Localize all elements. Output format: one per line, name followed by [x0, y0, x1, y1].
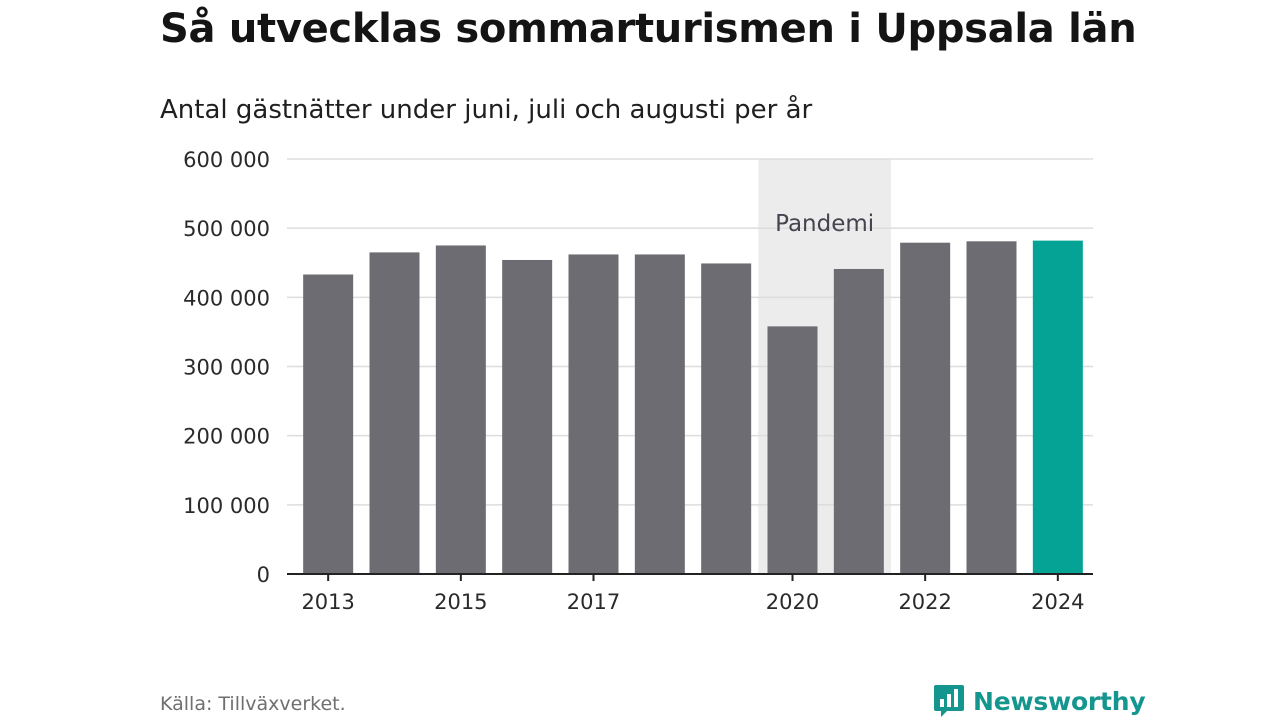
y-tick-label: 300 000 [183, 356, 270, 380]
x-tick-label: 2020 [766, 590, 819, 614]
brand-name: Newsworthy [973, 686, 1146, 716]
y-tick-label: 0 [257, 563, 270, 587]
bar-2022 [900, 242, 951, 575]
y-tick-label: 200 000 [183, 425, 270, 449]
bar-2023 [966, 241, 1017, 574]
bar-2019 [701, 263, 752, 574]
x-tick-label: 2022 [898, 590, 951, 614]
pandemic-label: Pandemi [775, 211, 874, 237]
bar-2016 [502, 259, 553, 574]
bar-2015 [435, 245, 486, 575]
bar-2020 [767, 326, 818, 574]
bar-2018 [634, 254, 685, 574]
x-tick-label: 2015 [434, 590, 487, 614]
y-tick-label: 400 000 [183, 286, 270, 310]
x-tick-label: 2013 [301, 590, 354, 614]
y-tick-label: 500 000 [183, 217, 270, 241]
x-tick-label: 2017 [567, 590, 620, 614]
y-tick-label: 600 000 [183, 148, 270, 172]
chart-subtitle: Antal gästnätter under juni, juli och au… [160, 95, 813, 125]
bar-chart: 0 100 000 200 000 300 000 400 000 500 000 600 … [183, 148, 1093, 614]
bar-2017 [568, 254, 619, 574]
bar-2014 [369, 252, 420, 574]
source-note: Källa: Tillväxverket. [160, 693, 346, 715]
bar-2024 [1032, 240, 1083, 574]
bar-2013 [303, 274, 354, 574]
newsworthy-logo-icon [934, 685, 964, 717]
y-tick-label: 100 000 [183, 494, 270, 518]
brand-logo: Newsworthy [933, 683, 1146, 719]
x-tick-label: 2024 [1031, 590, 1084, 614]
bar-2021 [833, 268, 884, 574]
chart-title: Så utvecklas sommarturismen i Uppsala lä… [160, 6, 1137, 52]
